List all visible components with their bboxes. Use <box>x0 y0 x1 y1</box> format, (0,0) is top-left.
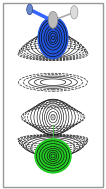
Circle shape <box>52 114 54 118</box>
Circle shape <box>70 6 78 19</box>
FancyBboxPatch shape <box>3 3 103 187</box>
Circle shape <box>48 11 58 28</box>
Ellipse shape <box>35 139 71 173</box>
Circle shape <box>27 4 33 15</box>
Ellipse shape <box>38 17 68 59</box>
